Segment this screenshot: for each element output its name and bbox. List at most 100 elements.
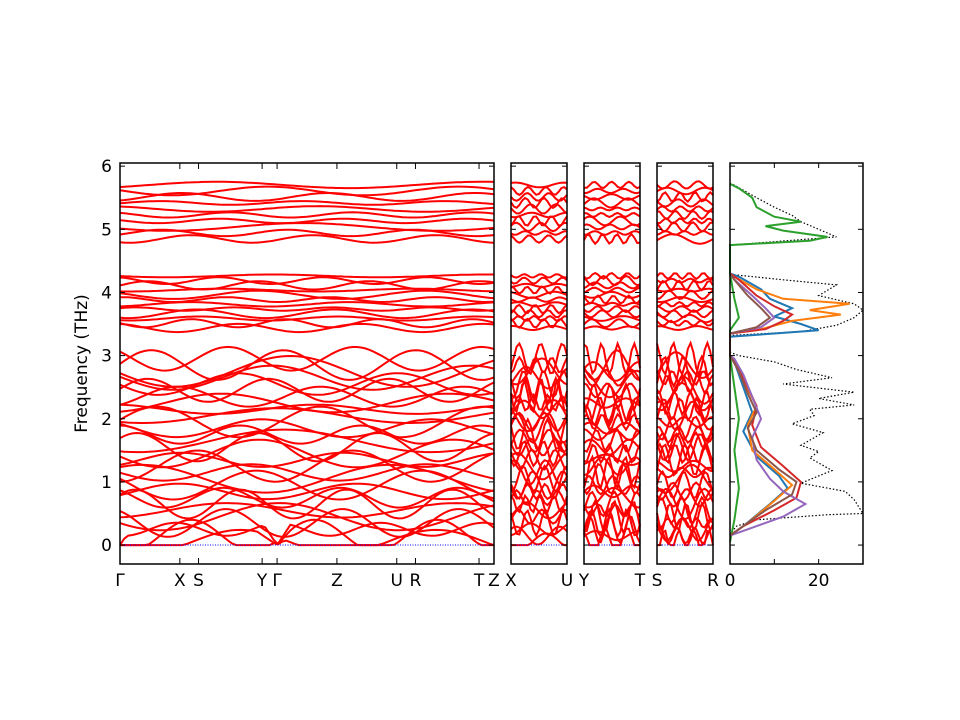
band-line — [656, 296, 714, 304]
band-line — [656, 487, 714, 508]
band-line — [656, 481, 714, 502]
band-line — [583, 529, 640, 542]
high-symmetry-label: Z — [331, 571, 343, 591]
band-line — [583, 187, 641, 195]
y-tick-label: 3 — [101, 347, 112, 367]
band-line — [583, 230, 641, 236]
band-line — [656, 368, 714, 387]
band-line — [583, 232, 641, 246]
high-symmetry-label: R — [410, 571, 422, 591]
dos-series-line — [729, 272, 820, 537]
high-symmetry-label: Γ — [272, 571, 282, 591]
band-line — [583, 286, 641, 294]
band-line — [656, 372, 714, 396]
band-line — [119, 280, 495, 291]
high-symmetry-label: Z — [488, 571, 500, 591]
band-line — [119, 221, 495, 232]
band-line — [119, 428, 495, 454]
high-symmetry-label: U — [391, 571, 403, 591]
y-tick-label: 1 — [101, 473, 112, 493]
dos-frame — [729, 162, 864, 565]
band-line — [583, 193, 641, 201]
band-line — [656, 309, 714, 319]
band-line — [119, 276, 495, 286]
dos-curves — [729, 182, 865, 543]
y-tick-label: 6 — [101, 157, 112, 177]
band-line — [510, 234, 568, 244]
band-line — [583, 394, 641, 424]
band-line — [119, 463, 495, 482]
band-line — [583, 315, 641, 322]
band-line — [119, 521, 495, 546]
y-tick-label: 0 — [101, 536, 112, 556]
dos-series-line — [729, 272, 808, 537]
band-line — [656, 209, 714, 221]
band-line — [510, 459, 568, 486]
band-line — [510, 215, 568, 227]
band-line — [583, 442, 641, 465]
band-line — [119, 322, 495, 334]
band-line — [583, 215, 641, 227]
band-line — [583, 206, 641, 212]
band-line — [510, 399, 568, 420]
panel-frame — [119, 162, 495, 565]
band-line — [583, 309, 641, 319]
band-line — [510, 185, 568, 197]
band-line — [656, 388, 714, 418]
band-line — [510, 296, 568, 303]
band-line — [119, 234, 495, 244]
band-line — [583, 453, 641, 467]
band-line — [656, 205, 714, 213]
band-line — [119, 349, 495, 381]
band-line — [656, 325, 714, 331]
band-line — [510, 192, 568, 202]
band-line — [656, 516, 714, 530]
band-line — [583, 274, 641, 287]
band-line — [119, 418, 495, 439]
band-line — [511, 532, 567, 547]
band-line — [510, 341, 568, 376]
band-lines — [119, 180, 714, 547]
band-line — [583, 382, 641, 399]
band-line — [510, 412, 568, 445]
band-line — [120, 296, 495, 304]
band-line — [656, 339, 714, 378]
band-line — [119, 180, 495, 190]
panel-frame — [583, 162, 641, 565]
band-line — [656, 415, 714, 442]
band-line — [510, 501, 568, 520]
band-line — [119, 345, 495, 372]
band-line — [119, 205, 495, 213]
band-line — [119, 315, 495, 322]
band-line — [119, 405, 495, 439]
band-line — [656, 233, 714, 245]
band-line — [583, 412, 641, 432]
band-line — [510, 196, 568, 210]
y-tick-label: 4 — [101, 283, 112, 303]
band-line — [583, 403, 641, 428]
dos-x-tick-label: 0 — [725, 571, 736, 591]
band-line — [656, 495, 714, 525]
high-symmetry-label: S — [652, 571, 663, 591]
dos-x-tick-label: 20 — [808, 571, 830, 591]
panel-frame — [656, 162, 714, 565]
band-line — [656, 180, 714, 190]
band-line — [656, 198, 714, 208]
high-symmetry-label: T — [634, 571, 646, 591]
band-line — [584, 180, 641, 190]
band-line — [119, 431, 495, 463]
band-line — [656, 466, 714, 479]
band-line — [510, 290, 568, 299]
band-line — [656, 459, 714, 473]
band-line — [583, 271, 641, 280]
high-symmetry-label: X — [505, 571, 517, 591]
high-symmetry-label: X — [174, 571, 186, 591]
dos-series-line — [729, 183, 865, 539]
band-line — [119, 482, 495, 501]
band-line — [656, 432, 714, 462]
band-line — [119, 463, 495, 494]
band-line — [656, 221, 714, 233]
band-line — [119, 364, 495, 391]
band-line — [656, 487, 714, 521]
high-symmetry-label: R — [707, 571, 719, 591]
